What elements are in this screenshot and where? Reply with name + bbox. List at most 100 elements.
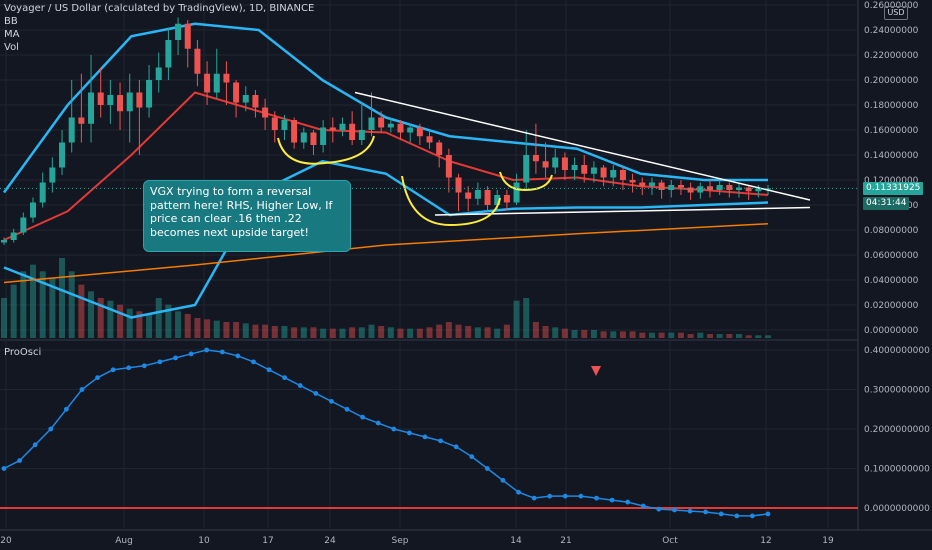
candle-body — [726, 185, 733, 190]
volume-bar — [474, 327, 481, 338]
bb-upper-line — [2, 22, 768, 194]
candle-body — [281, 120, 288, 130]
candle-body — [581, 165, 588, 174]
candle-body — [291, 120, 298, 143]
time-tick-label: Aug — [115, 536, 133, 546]
osc-point — [625, 499, 631, 505]
osc-tick-label: 0.0000000000 — [864, 504, 930, 514]
candle-body — [552, 157, 559, 168]
indicator-bb[interactable]: BB — [4, 16, 18, 27]
candle-body — [88, 92, 95, 124]
candle-body — [407, 127, 414, 133]
candle-body — [49, 167, 56, 183]
volume-bar — [658, 332, 665, 338]
candle-body — [194, 48, 201, 74]
volume-bar — [397, 328, 404, 338]
candle-body — [165, 40, 172, 68]
volume-bar — [233, 322, 240, 338]
volume-bar — [281, 326, 288, 338]
osc-point — [500, 477, 506, 483]
candle-body — [677, 185, 684, 188]
osc-point — [531, 495, 537, 501]
candle-body — [39, 182, 46, 203]
candle-body — [619, 170, 626, 180]
volume-bar — [155, 298, 162, 338]
osc-point — [235, 353, 241, 359]
candle-body — [716, 185, 723, 190]
osc-point — [1, 466, 7, 471]
osc-point — [656, 506, 662, 512]
osc-point — [578, 493, 584, 499]
osc-point — [79, 387, 85, 392]
time-tick-label: 24 — [324, 536, 336, 546]
symbol-title[interactable]: Voyager / US Dollar (calculated by Tradi… — [4, 3, 315, 14]
osc-point — [32, 442, 38, 448]
candle-body — [455, 177, 462, 193]
last-price-tag: 0.11331925 — [863, 182, 924, 195]
candle-body — [532, 155, 539, 162]
volume-bar — [175, 311, 182, 338]
oscillator-label: ProOsci — [4, 347, 42, 358]
osc-tick-label: 0.1000000000 — [864, 465, 930, 475]
candle-body — [300, 132, 307, 143]
osc-point — [188, 351, 194, 357]
osc-point — [219, 349, 225, 355]
volume-bar — [532, 322, 539, 338]
price-tick-label: 0.00000000 — [864, 326, 919, 336]
volume-bar — [339, 328, 346, 338]
candle-body — [59, 142, 66, 168]
indicator-ma[interactable]: MA — [4, 29, 20, 40]
volume-bar — [745, 335, 752, 338]
indicator-vol[interactable]: Vol — [4, 42, 19, 53]
osc-point — [329, 398, 334, 404]
candle-body — [339, 123, 346, 130]
volume-bar — [349, 327, 356, 338]
volume-bar — [629, 331, 636, 338]
osc-point — [297, 383, 303, 388]
volume-bar — [68, 271, 75, 338]
time-tick-label: 14 — [510, 536, 522, 546]
osc-point — [703, 509, 709, 515]
time-tick-label: 21 — [560, 536, 571, 546]
candle-body — [68, 117, 75, 143]
candle-body — [745, 187, 752, 192]
volume-bar — [146, 314, 153, 338]
volume-bar — [465, 326, 472, 338]
osc-point — [484, 466, 490, 471]
candle-body — [78, 117, 85, 124]
candle-body — [465, 192, 472, 199]
volume-bar — [329, 328, 336, 338]
candle-body — [416, 127, 423, 137]
osc-point — [63, 406, 69, 412]
candle-body — [184, 23, 191, 49]
volume-bar — [494, 328, 501, 338]
price-tick-label: 0.04000000 — [864, 276, 919, 286]
osc-point — [422, 434, 428, 440]
price-tick-label: 0.14000000 — [864, 151, 919, 161]
osc-point — [391, 426, 397, 432]
osc-point — [672, 507, 677, 513]
candle-body — [542, 161, 549, 168]
currency-button[interactable]: USD — [884, 6, 908, 20]
volume-bar — [97, 298, 104, 338]
volume-bar — [687, 334, 694, 338]
osc-point — [360, 414, 366, 420]
volume-bar — [291, 327, 298, 338]
volume-bar — [10, 284, 17, 338]
osc-point — [406, 430, 412, 436]
osc-signal-marker — [591, 366, 601, 376]
volume-bar — [426, 327, 433, 338]
price-tick-label: 0.18000000 — [864, 101, 919, 111]
volume-bar — [455, 324, 462, 338]
candle-body — [765, 188, 771, 190]
volume-bar — [194, 318, 201, 338]
price-tick-label: 0.02000000 — [864, 301, 919, 311]
volume-bar — [552, 327, 559, 338]
candle-body — [426, 136, 433, 143]
osc-line — [3, 349, 769, 517]
candle-body — [117, 95, 124, 112]
time-tick-label: 19 — [822, 536, 834, 546]
chart-annotation[interactable]: VGX trying to form a reversal pattern he… — [143, 180, 351, 252]
osc-point — [17, 458, 22, 463]
